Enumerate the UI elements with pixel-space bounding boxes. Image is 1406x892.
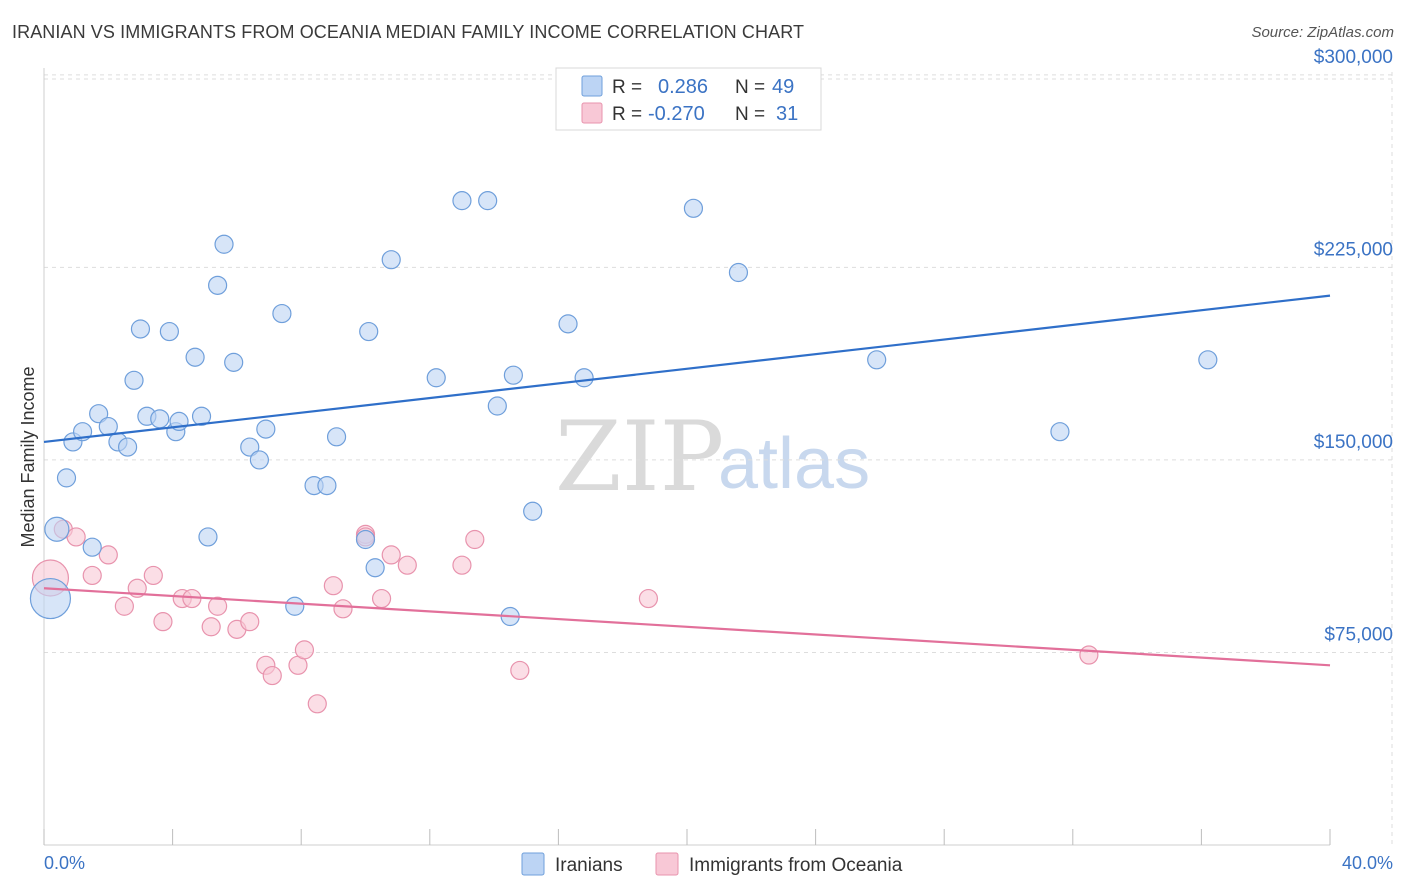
legend-swatch-oceania: [581, 102, 603, 124]
iranian-point: [426, 368, 446, 388]
iranian-point: [159, 321, 179, 342]
iranian-point: [487, 396, 507, 416]
y-tick-label: $150,000: [1314, 432, 1393, 453]
iranian-point: [503, 365, 523, 385]
iranian-point: [523, 501, 543, 521]
iranian-point: [191, 406, 212, 426]
iranian-point: [29, 577, 72, 620]
watermark: ZIP atlas: [555, 401, 870, 513]
iranian-point: [285, 596, 305, 616]
legend-box: R = 0.286 N = 49 R = -0.270 N = 31: [555, 67, 822, 131]
iranian-point: [208, 275, 228, 295]
oceania-point: [208, 596, 228, 616]
iranian-point: [355, 529, 376, 550]
iranian-point: [117, 437, 138, 457]
oceania-point: [381, 545, 401, 565]
iranian-point: [728, 262, 749, 283]
iranian-point: [82, 537, 102, 557]
iranian-trend-line: [43, 294, 1331, 444]
iranian-point: [56, 468, 77, 488]
iranian-point: [558, 314, 578, 334]
iranian-point: [1198, 350, 1218, 370]
x-tick-label: 40.0%: [1342, 853, 1393, 873]
oceania-point: [294, 640, 315, 660]
bottom-legend-swatch-iranians: [521, 852, 545, 876]
y-tick-labels: $75,000 $150,000 $225,000 $300,000: [1314, 47, 1393, 646]
oceania-trend-line: [43, 587, 1331, 667]
oceania-point: [323, 576, 343, 596]
legend-n-value: 49: [772, 76, 794, 98]
legend-r-label: R =: [612, 77, 642, 98]
iranian-point: [124, 370, 144, 390]
iranian-point: [198, 527, 218, 547]
iranian-point: [1050, 422, 1070, 442]
oceania-point: [510, 660, 530, 681]
iranian-point: [89, 404, 109, 424]
oceania-point: [98, 545, 118, 565]
bottom-legend: Iranians Immigrants from Oceania: [521, 852, 903, 876]
axes: [43, 68, 1331, 846]
bottom-legend-oceania: Immigrants from Oceania: [689, 855, 903, 876]
oceania-point: [262, 665, 282, 686]
iranian-point: [326, 427, 347, 447]
oceania-point: [307, 694, 327, 714]
iranian-point: [317, 475, 337, 496]
trend-lines: [43, 294, 1331, 667]
iranian-point: [574, 368, 594, 388]
iranian-point: [365, 558, 385, 578]
y-axis-label: Median Family Income: [18, 366, 38, 547]
iranian-point: [185, 347, 205, 367]
iranian-point: [867, 350, 887, 370]
iranian-point: [256, 419, 276, 439]
bottom-legend-swatch-oceania: [655, 852, 679, 876]
x-tick-labels: 0.0% 40.0%: [44, 853, 1393, 873]
iranian-point: [249, 450, 270, 470]
source-label: Source: ZipAtlas.com: [1251, 24, 1394, 41]
oceania-point: [143, 565, 163, 586]
legend-swatch-iranians: [581, 75, 603, 97]
iranian-point: [452, 191, 472, 211]
iranian-point: [272, 303, 292, 324]
legend-r-value: -0.270: [648, 103, 705, 125]
legend-r-value: 0.286: [658, 76, 708, 98]
legend-r-label: R =: [612, 104, 642, 125]
legend-n-label: N =: [735, 77, 765, 98]
oceania-point: [397, 555, 417, 575]
iranian-point: [683, 198, 704, 218]
iranian-point: [478, 191, 498, 211]
oceania-point: [1079, 645, 1099, 665]
bottom-legend-iranians: Iranians: [555, 855, 623, 876]
iranian-point: [224, 352, 244, 372]
oceania-point: [240, 612, 260, 632]
x-tick-label: 0.0%: [44, 853, 85, 873]
iranian-point: [240, 437, 260, 457]
oceania-point: [465, 529, 485, 550]
oceania-points: [31, 519, 1099, 714]
oceania-point: [153, 612, 173, 632]
y-tick-label: $225,000: [1314, 239, 1393, 260]
watermark-atlas: atlas: [718, 424, 870, 504]
oceania-point: [114, 596, 134, 616]
oceania-point: [333, 599, 353, 619]
iranian-point: [359, 321, 379, 342]
oceania-point: [371, 588, 392, 609]
iranian-point: [381, 250, 401, 270]
iranian-point: [214, 234, 234, 254]
y-tick-label: $300,000: [1314, 47, 1393, 68]
iranian-point: [44, 516, 70, 542]
iranian-points: [29, 191, 1218, 627]
iranian-point: [150, 409, 170, 429]
watermark-zip: ZIP: [555, 401, 724, 513]
oceania-point: [201, 617, 221, 637]
oceania-point: [82, 565, 102, 586]
y-tick-label: $75,000: [1324, 624, 1393, 645]
oceania-point: [66, 527, 86, 547]
legend-n-value: 31: [776, 103, 798, 125]
chart-title: IRANIAN VS IMMIGRANTS FROM OCEANIA MEDIA…: [12, 22, 805, 42]
oceania-point: [452, 555, 472, 575]
iranian-point: [130, 319, 151, 339]
legend-n-label: N =: [735, 104, 765, 125]
oceania-point: [638, 588, 659, 609]
